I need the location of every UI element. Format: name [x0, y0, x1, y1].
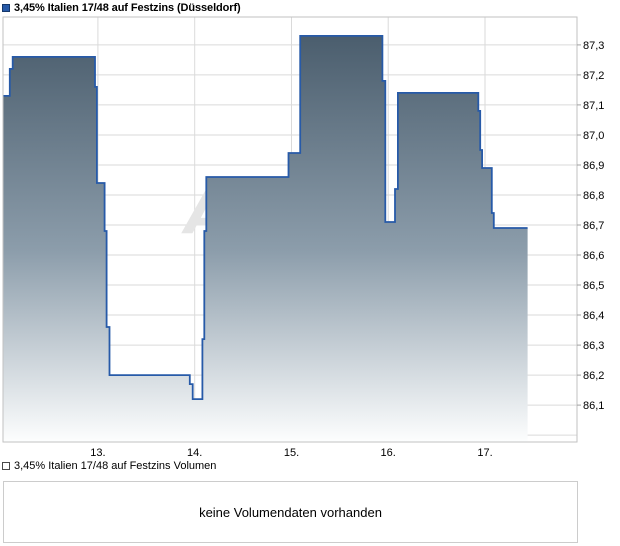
price-chart: A87,387,287,187,086,986,886,786,686,586,… [2, 16, 604, 459]
volume-panel: keine Volumendaten vorhanden [3, 481, 578, 543]
volume-series-marker-icon [2, 462, 10, 470]
y-axis-label: 86,5 [583, 280, 604, 292]
y-axis-label: 87,0 [583, 130, 604, 142]
y-axis-label: 86,4 [583, 310, 604, 322]
y-axis-label: 86,1 [583, 400, 604, 412]
x-axis-label: 14. [187, 447, 202, 459]
x-axis-label: 13. [90, 447, 105, 459]
volume-series-legend: 3,45% Italien 17/48 auf Festzins Volumen [2, 460, 216, 472]
price-series-marker-icon [2, 4, 10, 12]
price-line [3, 35, 528, 400]
x-axis-label: 16. [381, 447, 396, 459]
y-axis-label: 86,8 [583, 190, 604, 202]
y-axis-label: 86,9 [583, 160, 604, 172]
volume-empty-message: keine Volumendaten vorhanden [199, 504, 382, 520]
price-series-label: 3,45% Italien 17/48 auf Festzins (Düssel… [14, 2, 241, 14]
y-axis-label: 86,7 [583, 220, 604, 232]
x-axis-label: 15. [284, 447, 299, 459]
x-axis-label: 17. [477, 447, 492, 459]
price-area [3, 35, 528, 443]
y-axis-label: 87,1 [583, 100, 604, 112]
y-axis-label: 87,2 [583, 70, 604, 82]
price-series-legend: 3,45% Italien 17/48 auf Festzins (Düssel… [2, 2, 241, 14]
y-axis-label: 86,2 [583, 370, 604, 382]
volume-series-label: 3,45% Italien 17/48 auf Festzins Volumen [14, 460, 217, 472]
y-axis-label: 87,3 [583, 40, 604, 52]
y-axis-label: 86,6 [583, 250, 604, 262]
plot-border [2, 16, 578, 443]
y-axis-label: 86,3 [583, 340, 604, 352]
